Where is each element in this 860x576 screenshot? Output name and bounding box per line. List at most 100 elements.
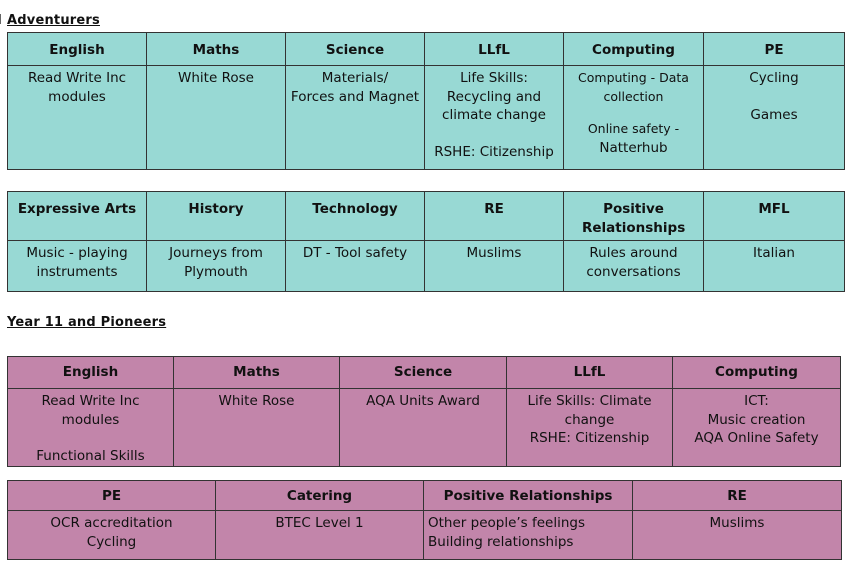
content-row: OCR accreditation Cycling BTEC Level 1 O… — [7, 510, 842, 560]
header-science: Science — [339, 356, 507, 389]
header-positive-relationships: Positive Relationships — [423, 480, 633, 511]
cell-line: Life Skills: Climate — [527, 393, 652, 409]
cell-english: Read Write Inc modules Functional Skills — [7, 388, 174, 467]
cell-line: conversations — [586, 263, 681, 280]
cell-mfl: Italian — [703, 240, 845, 292]
cell-english: Read Write Inc modules — [7, 65, 147, 170]
header-row: PE Catering Positive Relationships RE — [7, 480, 842, 511]
cell-line: OCR accreditation — [50, 515, 173, 531]
cell-positive-relationships: Other people’s feelings Building relatio… — [423, 510, 633, 560]
cell-line: Cycling — [749, 70, 799, 86]
cell-llfl: Life Skills: Recycling and climate chang… — [424, 65, 564, 170]
cell-computing: Computing - Data collection Online safet… — [563, 65, 704, 170]
cell-line: Other people’s feelings — [428, 515, 586, 531]
header-re: RE — [424, 191, 564, 241]
cell-line: Building relationships — [428, 533, 574, 550]
cell-catering: BTEC Level 1 — [215, 510, 424, 560]
content-row: Music - playing instruments Journeys fro… — [7, 240, 845, 292]
header-llfl: LLfL — [424, 32, 564, 66]
cell-line: Computing - Data — [578, 70, 689, 85]
header-row: Expressive Arts History Technology RE Po… — [7, 191, 845, 241]
header-science: Science — [285, 32, 425, 66]
margin-mark — [0, 14, 4, 24]
cell-computing: ICT: Music creation AQA Online Safety — [672, 388, 841, 467]
cell-pe: Cycling Games — [703, 65, 845, 170]
cell-line: Plymouth — [184, 263, 248, 280]
section-title-adventurers: Adventurers — [7, 13, 100, 28]
cell-line: DT - Tool safety — [302, 245, 408, 261]
cell-science: Materials/ Forces and Magnet — [285, 65, 425, 170]
cell-llfl: Life Skills: Climate change RSHE: Citize… — [506, 388, 673, 467]
cell-line: collection — [603, 88, 664, 104]
cell-line: Games — [750, 106, 798, 123]
header-pe: PE — [7, 480, 216, 511]
header-expressive-arts: Expressive Arts — [7, 191, 147, 241]
cell-line: Music creation — [707, 411, 806, 428]
cell-line: BTEC Level 1 — [275, 515, 364, 531]
cell-line: Cycling — [86, 533, 137, 550]
cell-line: Read Write Inc — [27, 70, 127, 86]
cell-line: Life Skills: — [460, 70, 528, 86]
cell-line: Online safety - — [587, 121, 680, 136]
cell-line: instruments — [36, 263, 118, 280]
cell-pe: OCR accreditation Cycling — [7, 510, 216, 560]
content-row: Read Write Inc modules White Rose Materi… — [7, 65, 845, 170]
cell-line: ICT: — [744, 393, 769, 409]
cell-line: change — [564, 411, 615, 428]
cell-line: Italian — [753, 245, 795, 261]
cell-expressive-arts: Music - playing instruments — [7, 240, 147, 292]
header-re: RE — [632, 480, 842, 511]
cell-science: AQA Units Award — [339, 388, 507, 467]
cell-line: AQA Units Award — [366, 393, 480, 409]
cell-line: Read Write Inc modules — [41, 393, 140, 428]
header-computing: Computing — [672, 356, 841, 389]
header-positive-relationships: Positive Relationships — [563, 191, 704, 241]
cell-line: RSHE: Citizenship — [434, 143, 554, 160]
cell-line: Functional Skills — [36, 448, 145, 464]
cell-positive-relationships: Rules around conversations — [563, 240, 704, 292]
header-llfl: LLfL — [506, 356, 673, 389]
pioneers-subjects-table-2: PE Catering Positive Relationships RE OC… — [7, 480, 842, 560]
header-pe: PE — [703, 32, 845, 66]
cell-line: White Rose — [218, 393, 295, 409]
cell-line: Rules around — [589, 245, 678, 261]
header-maths: Maths — [146, 32, 286, 66]
cell-history: Journeys from Plymouth — [146, 240, 286, 292]
cell-line: modules — [48, 88, 106, 105]
cell-line: Forces and Magnet — [290, 88, 420, 105]
cell-maths: White Rose — [173, 388, 340, 467]
cell-line: White Rose — [178, 70, 254, 86]
header-row: English Maths Science LLfL Computing — [7, 356, 841, 389]
cell-line: RSHE: Citizenship — [529, 430, 650, 446]
header-english: English — [7, 356, 174, 389]
content-row: Read Write Inc modules Functional Skills… — [7, 388, 841, 467]
cell-line: Natterhub — [599, 139, 668, 156]
header-technology: Technology — [285, 191, 425, 241]
cell-line: Muslims — [709, 515, 765, 531]
cell-line: Journeys from — [169, 245, 263, 261]
pioneers-subjects-table-1: English Maths Science LLfL Computing Rea… — [7, 356, 841, 467]
header-computing: Computing — [563, 32, 704, 66]
adventurers-subjects-table-2: Expressive Arts History Technology RE Po… — [7, 191, 845, 292]
spacer — [708, 88, 840, 106]
header-catering: Catering — [215, 480, 424, 511]
header-english: English — [7, 32, 147, 66]
cell-line: Recycling and — [446, 88, 542, 105]
header-history: History — [146, 191, 286, 241]
cell-re: Muslims — [632, 510, 842, 560]
cell-line: Muslims — [466, 245, 522, 261]
cell-maths: White Rose — [146, 65, 286, 170]
cell-line: AQA Online Safety — [694, 430, 819, 446]
spacer — [568, 106, 699, 120]
section-title-year-11-pioneers: Year 11 and Pioneers — [7, 315, 167, 330]
cell-line: climate change — [442, 107, 546, 123]
adventurers-subjects-table-1: English Maths Science LLfL Computing PE … — [7, 32, 845, 170]
spacer — [429, 125, 559, 143]
cell-technology: DT - Tool safety — [285, 240, 425, 292]
header-maths: Maths — [173, 356, 340, 389]
header-mfl: MFL — [703, 191, 845, 241]
cell-line: Music - playing — [26, 245, 128, 261]
spacer — [12, 429, 169, 447]
cell-line: Materials/ — [321, 70, 389, 86]
cell-re: Muslims — [424, 240, 564, 292]
